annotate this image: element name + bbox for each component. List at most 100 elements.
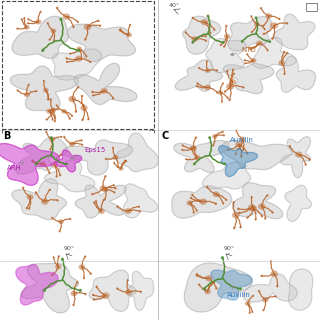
Circle shape [82, 144, 83, 145]
Text: B: B [3, 131, 11, 141]
Circle shape [263, 33, 264, 34]
Circle shape [54, 121, 55, 122]
Circle shape [17, 90, 18, 91]
Polygon shape [15, 137, 67, 174]
Circle shape [284, 74, 285, 75]
Circle shape [255, 17, 257, 19]
Ellipse shape [55, 264, 61, 269]
Text: 90°: 90° [223, 245, 234, 251]
Circle shape [130, 24, 131, 25]
Polygon shape [184, 263, 252, 312]
Circle shape [92, 294, 93, 295]
Circle shape [73, 27, 74, 28]
Circle shape [284, 51, 285, 52]
Circle shape [66, 58, 67, 59]
Ellipse shape [113, 155, 119, 160]
Ellipse shape [191, 36, 198, 42]
Circle shape [26, 208, 27, 209]
Circle shape [117, 288, 118, 289]
Circle shape [85, 256, 86, 257]
Circle shape [115, 188, 116, 189]
Ellipse shape [100, 185, 107, 191]
Circle shape [94, 202, 95, 203]
Circle shape [259, 291, 260, 292]
Circle shape [105, 176, 106, 177]
Circle shape [139, 206, 140, 207]
Circle shape [196, 274, 197, 275]
Ellipse shape [204, 289, 211, 294]
Circle shape [43, 289, 45, 292]
Ellipse shape [118, 166, 124, 171]
Text: C: C [162, 131, 169, 141]
Circle shape [117, 206, 118, 207]
Polygon shape [44, 160, 95, 192]
Circle shape [243, 87, 244, 88]
Circle shape [255, 219, 256, 220]
Circle shape [52, 119, 53, 120]
Polygon shape [289, 269, 313, 310]
Polygon shape [123, 184, 157, 218]
Circle shape [126, 161, 127, 162]
Circle shape [191, 148, 192, 149]
Polygon shape [89, 270, 136, 311]
Circle shape [217, 70, 218, 71]
Circle shape [247, 153, 248, 154]
Polygon shape [16, 264, 58, 305]
Circle shape [199, 200, 200, 201]
Circle shape [192, 17, 193, 18]
Circle shape [113, 185, 114, 186]
Circle shape [50, 137, 52, 139]
Circle shape [196, 275, 197, 276]
Ellipse shape [278, 60, 285, 66]
Circle shape [217, 92, 218, 93]
Circle shape [28, 208, 29, 209]
Text: Auxilin: Auxilin [227, 286, 251, 298]
Ellipse shape [270, 270, 278, 277]
Circle shape [305, 164, 306, 165]
Ellipse shape [58, 219, 64, 224]
Polygon shape [276, 56, 316, 92]
Circle shape [264, 29, 265, 30]
Polygon shape [75, 185, 126, 218]
Ellipse shape [40, 161, 46, 167]
Circle shape [269, 41, 271, 43]
Circle shape [92, 91, 93, 92]
Ellipse shape [239, 137, 246, 142]
Circle shape [21, 19, 22, 20]
Circle shape [120, 29, 121, 30]
Ellipse shape [256, 41, 263, 46]
Circle shape [185, 32, 186, 33]
Ellipse shape [41, 198, 49, 205]
Circle shape [193, 212, 194, 213]
Polygon shape [221, 140, 292, 170]
Circle shape [17, 28, 18, 29]
Circle shape [209, 137, 211, 139]
Ellipse shape [248, 204, 256, 211]
Ellipse shape [245, 301, 251, 306]
Ellipse shape [98, 208, 105, 214]
Circle shape [233, 73, 235, 74]
Circle shape [23, 187, 24, 188]
Circle shape [90, 61, 91, 62]
Ellipse shape [229, 79, 236, 85]
Circle shape [251, 16, 252, 17]
Circle shape [223, 203, 224, 204]
Circle shape [127, 280, 128, 281]
Circle shape [53, 257, 54, 258]
Circle shape [57, 200, 58, 201]
Ellipse shape [232, 212, 240, 218]
Circle shape [196, 85, 197, 86]
Polygon shape [211, 270, 252, 300]
Ellipse shape [213, 191, 220, 197]
Text: Eps15: Eps15 [70, 147, 106, 159]
Circle shape [277, 286, 278, 287]
Polygon shape [21, 263, 78, 313]
Polygon shape [228, 17, 271, 51]
Circle shape [260, 8, 261, 9]
Circle shape [275, 296, 276, 297]
Circle shape [60, 18, 62, 20]
Circle shape [56, 105, 57, 106]
Ellipse shape [190, 146, 197, 151]
Circle shape [61, 258, 63, 260]
Circle shape [182, 149, 183, 150]
